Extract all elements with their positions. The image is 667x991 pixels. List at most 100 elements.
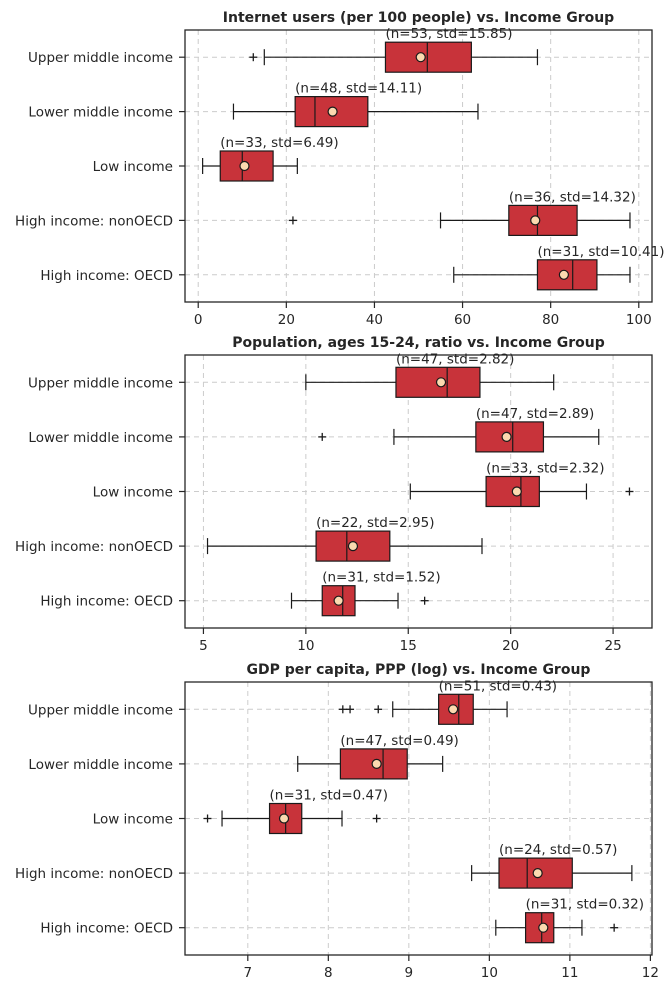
outlier-marker: [203, 814, 212, 823]
x-tick-label: 10: [481, 965, 498, 981]
mean-marker: [435, 377, 447, 388]
mean-marker: [239, 160, 250, 172]
x-tick-label: 15: [400, 638, 417, 654]
box-group: (n=33, std=6.49): [202, 135, 339, 182]
category-label: High income: nonOECD: [15, 539, 173, 555]
category-label: High income: OECD: [40, 268, 173, 284]
box-group: (n=51, std=0.43): [338, 678, 557, 725]
mean-marker: [532, 867, 543, 879]
category-label: Upper middle income: [28, 702, 173, 718]
x-tick-label: 11: [561, 965, 578, 981]
box-group: (n=47, std=2.89): [318, 406, 600, 453]
plot-frame: [184, 354, 653, 629]
box-annotation: (n=51, std=0.43): [439, 678, 557, 694]
chart-panel-3: GDP per capita, PPP (log) vs. Income Gro…: [15, 662, 659, 981]
box-iqr: [508, 204, 578, 236]
box-annotation: (n=24, std=0.57): [499, 842, 617, 858]
x-tick-label: 80: [542, 312, 559, 328]
outlier-marker: [372, 814, 381, 823]
box-annotation: (n=47, std=2.89): [476, 406, 594, 422]
x-tick-label: 20: [278, 312, 295, 328]
x-tick-label: 100: [626, 312, 652, 328]
x-tick-label: 25: [604, 638, 621, 654]
outlier-marker: [338, 705, 347, 714]
mean-marker: [558, 269, 569, 280]
outlier-marker: [288, 216, 297, 225]
x-tick-label: 12: [642, 965, 659, 981]
box-group: (n=53, std=15.85): [249, 26, 539, 73]
box-annotation: (n=31, std=10.41): [537, 244, 664, 260]
box-group: (n=47, std=0.49): [297, 733, 459, 780]
box-group: (n=36, std=14.32): [288, 189, 636, 236]
category-label: Low income: [93, 159, 173, 175]
box-annotation: (n=31, std=1.52): [322, 570, 440, 586]
outlier-marker: [610, 923, 619, 932]
category-label: High income: OECD: [40, 921, 173, 937]
category-label: Low income: [93, 485, 173, 501]
box-group: (n=31, std=10.41): [453, 244, 664, 291]
category-label: High income: OECD: [40, 594, 173, 610]
box-annotation: (n=47, std=0.49): [340, 733, 458, 749]
mean-marker: [327, 106, 338, 117]
box-group: (n=33, std=2.32): [409, 461, 634, 508]
mean-marker: [371, 758, 382, 770]
mean-marker: [333, 595, 344, 606]
box-annotation: (n=31, std=0.47): [270, 788, 388, 804]
mean-marker: [415, 52, 426, 63]
outlier-marker: [420, 596, 429, 605]
category-label: High income: nonOECD: [15, 213, 173, 229]
box-group: (n=31, std=0.47): [203, 788, 388, 835]
outlier-marker: [625, 487, 634, 496]
x-tick-label: 7: [244, 965, 253, 981]
chart-title: GDP per capita, PPP (log) vs. Income Gro…: [247, 662, 591, 678]
outlier-marker: [318, 432, 327, 441]
x-tick-label: 20: [502, 638, 519, 654]
box-group: (n=48, std=14.11): [232, 81, 479, 128]
x-tick-label: 5: [199, 638, 208, 654]
mean-marker: [538, 922, 549, 933]
box-annotation: (n=33, std=6.49): [220, 135, 338, 151]
x-tick-label: 10: [297, 638, 314, 654]
chart-title: Internet users (per 100 people) vs. Inco…: [223, 10, 614, 26]
box-annotation: (n=33, std=2.32): [486, 461, 604, 477]
plot-frame: [184, 29, 653, 303]
box-group: (n=47, std=2.82): [305, 351, 555, 398]
category-label: High income: nonOECD: [15, 866, 173, 882]
category-label: Upper middle income: [28, 50, 173, 66]
chart-title: Population, ages 15-24, ratio vs. Income…: [232, 335, 605, 351]
box-annotation: (n=36, std=14.32): [509, 189, 636, 205]
x-tick-label: 8: [324, 965, 333, 981]
x-tick-label: 60: [454, 312, 471, 328]
box-annotation: (n=47, std=2.82): [396, 351, 514, 367]
chart-panel-1: Internet users (per 100 people) vs. Inco…: [15, 10, 664, 328]
category-label: Low income: [93, 812, 173, 828]
x-tick-label: 40: [366, 312, 383, 328]
mean-marker: [347, 540, 359, 552]
outlier-marker: [249, 53, 258, 62]
box-annotation: (n=22, std=2.95): [316, 515, 434, 531]
box-annotation: (n=31, std=0.32): [526, 897, 644, 913]
box-group: (n=22, std=2.95): [206, 515, 483, 562]
mean-marker: [278, 813, 290, 824]
chart-panel-2: Population, ages 15-24, ratio vs. Income…: [15, 335, 653, 654]
outlier-marker: [346, 705, 355, 714]
box-annotation: (n=53, std=15.85): [385, 26, 512, 42]
mean-marker: [501, 431, 512, 442]
box-group: (n=31, std=0.32): [495, 897, 644, 944]
plot-frame: [184, 681, 653, 956]
mean-marker: [448, 704, 459, 715]
box-annotation: (n=48, std=14.11): [295, 81, 422, 97]
category-label: Lower middle income: [28, 105, 173, 121]
box-iqr: [438, 693, 474, 725]
x-tick-label: 0: [194, 312, 203, 328]
box-group: (n=31, std=1.52): [290, 570, 441, 617]
category-label: Lower middle income: [28, 757, 173, 773]
category-label: Lower middle income: [28, 430, 173, 446]
outlier-marker: [374, 705, 383, 714]
x-tick-label: 9: [405, 965, 414, 981]
category-label: Upper middle income: [28, 375, 173, 391]
mean-marker: [511, 486, 522, 497]
mean-marker: [530, 215, 541, 226]
box-iqr: [384, 41, 472, 73]
